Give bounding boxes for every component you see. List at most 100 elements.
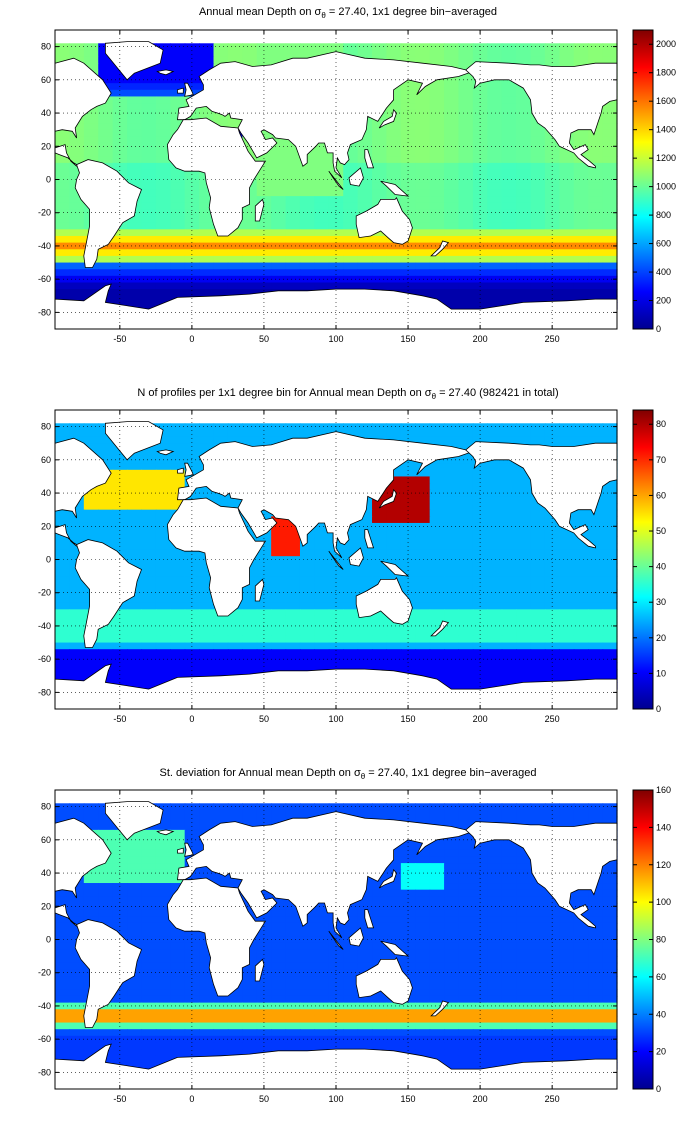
data-cell [127,856,143,864]
data-cell [602,809,618,818]
data-cell [141,503,157,511]
data-cell [98,876,114,884]
data-cell [299,282,315,290]
data-cell [271,602,287,610]
data-cell [69,956,85,964]
data-cell [559,816,575,824]
data-cell [184,556,200,564]
data-cell [141,889,157,897]
data-cell [429,176,445,184]
data-cell [530,189,546,197]
data-cell [112,89,128,98]
data-cell [544,1029,560,1037]
data-cell [501,569,517,577]
data-cell [112,275,128,284]
data-cell [155,476,171,484]
data-cell [444,682,460,690]
data-cell [501,629,517,637]
data-cell [516,956,532,964]
colorbar-tick-label: 40 [656,562,666,572]
data-cell [170,869,186,877]
data-cell [271,576,287,584]
data-cell [559,1035,575,1044]
data-cell [472,269,488,277]
data-cell [127,1062,143,1070]
data-cell [487,269,503,277]
data-cell [487,622,503,630]
data-cell [400,536,416,544]
data-cell [141,489,157,497]
data-cell [199,869,215,877]
data-cell [588,809,604,818]
data-cell [544,576,560,584]
data-cell [487,589,503,597]
data-cell [112,662,128,670]
data-cell [530,949,546,957]
data-cell [127,516,143,524]
data-cell [501,849,517,858]
data-cell [415,142,431,151]
data-cell [559,216,575,224]
data-cell [559,255,575,264]
data-cell [199,609,215,617]
data-cell [487,536,503,544]
data-cell [98,1009,114,1017]
data-cell [501,149,517,157]
data-cell [271,1035,287,1044]
data-cell [516,896,532,904]
data-cell [415,49,431,58]
data-cell [530,255,546,264]
data-cell [271,549,287,557]
data-cell [501,476,517,484]
data-cell [400,942,416,951]
data-cell [127,655,143,664]
data-cell [213,1042,229,1050]
grid-lines [55,790,617,1089]
data-cell [458,922,474,931]
data-cell [242,803,258,811]
data-cell [458,423,474,431]
data-cell [127,662,143,670]
data-cell [227,269,243,277]
data-cell [530,429,546,438]
data-cell [314,149,330,157]
data-cell [141,83,157,91]
data-cell [472,149,488,157]
data-cell [602,275,618,284]
coastline-ph [364,149,375,169]
data-cell [127,916,143,924]
data-cell [530,562,546,571]
data-cell [458,989,474,997]
data-cell [155,655,171,664]
data-cell [501,622,517,630]
data-cell [170,196,186,204]
data-cell [155,556,171,564]
data-cell [501,176,517,184]
data-cell [55,969,71,977]
data-cell [328,275,344,284]
data-cell [573,803,589,811]
data-cell [516,516,532,524]
data-cell [170,655,186,664]
data-cell [357,189,373,197]
data-cell [285,602,301,610]
data-cell [357,202,373,210]
data-cell [184,275,200,284]
data-cell [271,156,287,164]
data-cell [429,883,445,891]
data-cell [184,1015,200,1024]
data-cell [155,669,171,677]
data-cell [415,216,431,224]
data-cell [487,289,503,297]
data-cell [328,176,344,184]
data-cell [242,235,258,244]
data-cell [314,529,330,537]
data-cell [400,202,416,210]
data-cell [444,289,460,297]
data-cell [155,569,171,577]
data-cell [559,269,575,277]
data-cell [343,429,359,438]
data-cell [429,902,445,911]
data-cell [559,536,575,544]
data-cell [487,922,503,931]
